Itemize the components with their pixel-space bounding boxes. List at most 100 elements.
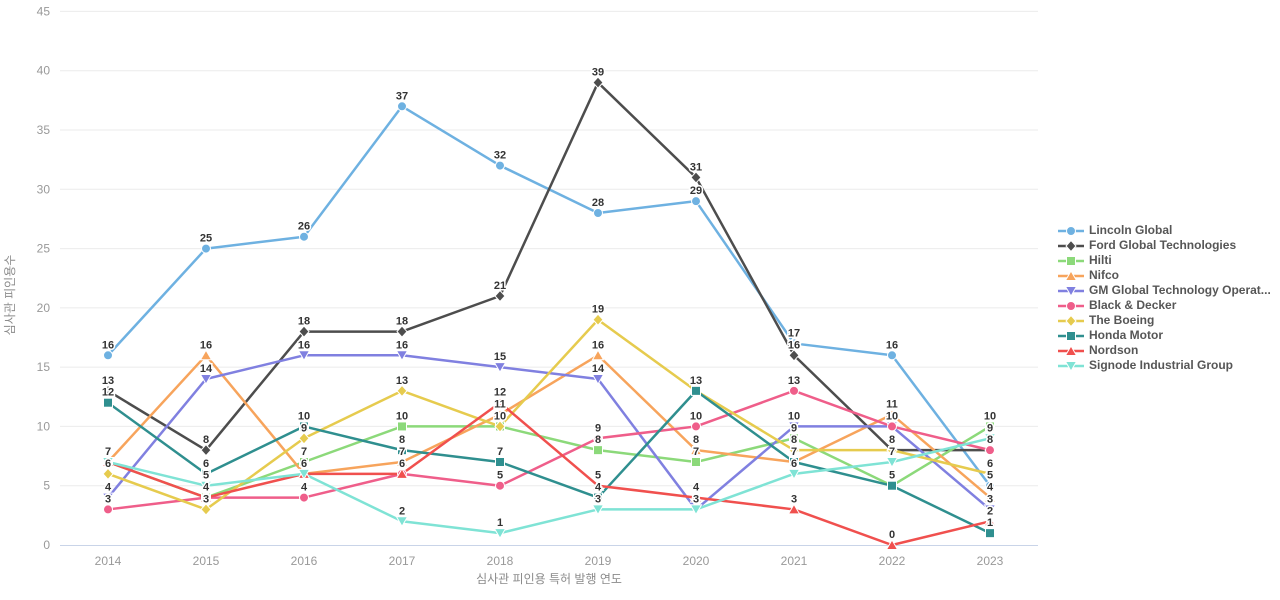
data-point-gm-global-technology-operat-2015[interactable] xyxy=(199,374,213,385)
data-point-hilti-2020[interactable] xyxy=(691,457,701,468)
data-point-the-boeing-2015[interactable] xyxy=(200,503,212,516)
data-point-lincoln-global-2014[interactable] xyxy=(103,350,113,361)
data-point-black-decker-2016[interactable] xyxy=(299,492,309,503)
data-point-the-boeing-2023[interactable] xyxy=(984,467,996,481)
data-point-black-decker-2014[interactable] xyxy=(103,504,113,515)
data-point-honda-motor-2021[interactable] xyxy=(789,457,799,468)
data-point-black-decker-2022[interactable] xyxy=(887,421,897,432)
data-point-the-boeing-2017[interactable] xyxy=(396,384,408,398)
legend-item-gm-global-technology-operat[interactable]: GM Global Technology Operat... xyxy=(1058,283,1271,298)
data-point-nordson-2017[interactable] xyxy=(395,467,409,479)
data-point-hilti-2023[interactable] xyxy=(985,421,995,432)
data-point-honda-motor-2017[interactable] xyxy=(397,445,407,456)
data-point-honda-motor-2019[interactable] xyxy=(593,492,603,503)
data-point-gm-global-technology-operat-2014[interactable] xyxy=(101,492,115,504)
data-point-ford-global-technologies-2014[interactable] xyxy=(102,384,114,398)
data-point-lincoln-global-2021[interactable] xyxy=(789,338,799,349)
data-point-honda-motor-2014[interactable] xyxy=(103,397,113,408)
data-point-lincoln-global-2017[interactable] xyxy=(397,101,407,112)
data-point-hilti-2019[interactable] xyxy=(593,445,603,456)
data-point-signode-industrial-group-2018[interactable] xyxy=(493,528,507,540)
legend-item-signode-industrial-group[interactable]: Signode Industrial Group xyxy=(1058,358,1271,373)
legend-item-honda-motor[interactable]: Honda Motor xyxy=(1058,328,1271,343)
data-point-hilti-2016[interactable] xyxy=(299,457,309,468)
legend-label-the-boeing: The Boeing xyxy=(1089,313,1155,327)
data-point-lincoln-global-2019[interactable] xyxy=(593,208,603,219)
data-point-signode-industrial-group-2015[interactable] xyxy=(199,480,213,492)
data-point-signode-industrial-group-2020[interactable] xyxy=(689,504,703,516)
data-point-gm-global-technology-operat-2019[interactable] xyxy=(591,374,605,385)
data-point-gm-global-technology-operat-2021[interactable] xyxy=(787,421,801,433)
data-point-lincoln-global-2023[interactable] xyxy=(985,480,995,491)
data-point-the-boeing-2018[interactable] xyxy=(494,420,506,433)
data-point-nordson-2022[interactable] xyxy=(885,539,899,550)
data-point-nordson-2020[interactable] xyxy=(689,491,703,503)
data-point-signode-industrial-group-2017[interactable] xyxy=(395,516,409,528)
data-point-the-boeing-2021[interactable] xyxy=(788,443,800,457)
data-point-lincoln-global-2022[interactable] xyxy=(887,350,897,361)
legend-item-the-boeing[interactable]: The Boeing xyxy=(1058,313,1271,328)
data-point-hilti-2017[interactable] xyxy=(397,421,407,432)
series-line-black-decker xyxy=(106,389,992,511)
data-point-lincoln-global-2016[interactable] xyxy=(299,231,309,242)
data-point-the-boeing-2014[interactable] xyxy=(102,467,114,481)
data-point-black-decker-2021[interactable] xyxy=(789,385,799,396)
data-point-nifco-2018[interactable] xyxy=(493,408,507,420)
data-point-honda-motor-2022[interactable] xyxy=(887,480,897,491)
data-point-the-boeing-2022[interactable] xyxy=(886,443,898,457)
data-point-signode-industrial-group-2021[interactable] xyxy=(787,468,801,480)
data-point-nifco-2015[interactable] xyxy=(199,349,213,361)
legend-marker-shape-honda-motor xyxy=(1066,330,1076,341)
data-point-ford-global-technologies-2021[interactable] xyxy=(788,349,800,362)
data-point-signode-industrial-group-2014[interactable] xyxy=(101,457,115,468)
point-label-gm-global-technology-operat-2016: 16 xyxy=(298,339,310,351)
legend-item-nordson[interactable]: Nordson xyxy=(1058,343,1271,358)
data-point-the-boeing-2019[interactable] xyxy=(592,313,604,326)
data-point-honda-motor-2018[interactable] xyxy=(495,457,505,468)
data-point-gm-global-technology-operat-2017[interactable] xyxy=(395,350,409,362)
data-point-ford-global-technologies-2016[interactable] xyxy=(298,325,310,338)
data-point-nifco-2023[interactable] xyxy=(983,491,997,503)
legend-item-nifco[interactable]: Nifco xyxy=(1058,268,1271,283)
data-point-black-decker-2018[interactable] xyxy=(495,480,505,491)
data-point-nifco-2020[interactable] xyxy=(689,444,703,456)
data-point-black-decker-2019[interactable] xyxy=(593,433,603,444)
legend-item-ford-global-technologies[interactable]: Ford Global Technologies xyxy=(1058,238,1271,253)
data-point-ford-global-technologies-2020[interactable] xyxy=(690,171,702,184)
data-point-lincoln-global-2015[interactable] xyxy=(201,243,211,254)
data-point-ford-global-technologies-2018[interactable] xyxy=(494,289,506,303)
data-point-nifco-2017[interactable] xyxy=(395,456,409,468)
data-point-nordson-2018[interactable] xyxy=(493,396,507,408)
data-point-nifco-2022[interactable] xyxy=(885,408,899,420)
data-point-honda-motor-2015[interactable] xyxy=(201,468,211,479)
data-point-lincoln-global-2020[interactable] xyxy=(691,196,701,207)
legend-item-black-decker[interactable]: Black & Decker xyxy=(1058,298,1271,313)
data-point-nordson-2015[interactable] xyxy=(199,491,213,503)
point-label-gm-global-technology-operat-2021: 10 xyxy=(788,410,800,422)
data-point-honda-motor-2020[interactable] xyxy=(691,385,701,396)
data-point-lincoln-global-2018[interactable] xyxy=(495,160,505,171)
data-point-black-decker-2020[interactable] xyxy=(691,421,701,432)
data-point-signode-industrial-group-2023[interactable] xyxy=(983,433,997,445)
data-point-gm-global-technology-operat-2023[interactable] xyxy=(983,504,997,516)
data-point-honda-motor-2023[interactable] xyxy=(985,528,995,539)
data-point-hilti-2021[interactable] xyxy=(789,433,799,444)
data-point-signode-industrial-group-2016[interactable] xyxy=(297,468,311,480)
data-point-the-boeing-2016[interactable] xyxy=(298,432,310,445)
data-point-signode-industrial-group-2019[interactable] xyxy=(591,504,605,516)
legend-item-hilti[interactable]: Hilti xyxy=(1058,253,1271,268)
data-point-nordson-2019[interactable] xyxy=(591,479,605,491)
data-point-gm-global-technology-operat-2016[interactable] xyxy=(297,350,311,362)
data-point-nifco-2019[interactable] xyxy=(591,349,605,361)
data-point-ford-global-technologies-2019[interactable] xyxy=(592,76,604,89)
data-point-nordson-2021[interactable] xyxy=(787,503,801,515)
data-point-ford-global-technologies-2017[interactable] xyxy=(396,325,408,338)
data-point-nordson-2023[interactable] xyxy=(983,515,997,527)
data-point-ford-global-technologies-2015[interactable] xyxy=(200,443,212,457)
legend-item-lincoln-global[interactable]: Lincoln Global xyxy=(1058,223,1271,238)
data-point-gm-global-technology-operat-2018[interactable] xyxy=(493,362,507,374)
data-point-honda-motor-2016[interactable] xyxy=(299,421,309,432)
data-point-signode-industrial-group-2022[interactable] xyxy=(885,457,899,468)
data-point-black-decker-2023[interactable] xyxy=(985,445,995,456)
